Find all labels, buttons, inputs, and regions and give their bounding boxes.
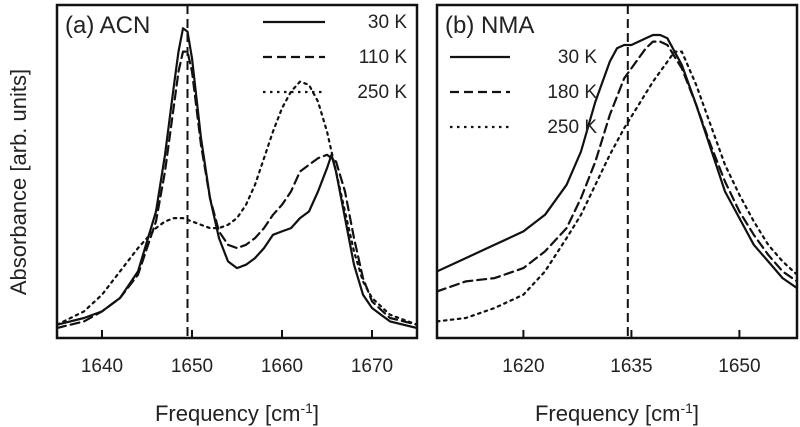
panel-title: (a) ACN [65,12,150,39]
x-tick-label: 1620 [502,356,544,377]
legend-label: 110 K [359,47,408,68]
panel-a: 1640 1650 1660 1670 Frequency [cm-1] 30 K 110 … [55,3,419,426]
x-tick-label: 1650 [171,356,213,377]
legend-label: 30 K [558,47,597,68]
x-tick-label: 1640 [81,356,123,377]
x-tick-label: 1650 [718,356,760,377]
series-line-dashed [437,40,797,293]
legend-label: 250 K [547,117,597,138]
panel-b: 1620 1635 1650 Frequency [cm-1] 30 K 180 K 250… [435,3,799,426]
y-axis-label: Absorbance [arb. units] [6,69,31,295]
legend-label: 180 K [547,82,597,103]
x-tick-label: 1660 [261,356,303,377]
series-line-dotted [437,50,797,323]
series-group [437,33,797,323]
series-group [57,27,417,330]
legend-label: 30 K [368,12,407,33]
plot-frame [435,3,799,340]
x-tick-label: 1670 [351,356,393,377]
legend-label: 250 K [357,82,407,103]
plot-frame [55,3,419,340]
x-axis-label: Frequency [cm-1] [155,400,319,426]
series-line-dotted [57,80,417,326]
panel-title: (b) NMA [445,12,534,39]
series-line-dashed [57,50,417,330]
x-tick-label: 1635 [610,356,652,377]
x-axis-label: Frequency [cm-1] [535,400,699,426]
series-line-solid [437,33,797,290]
